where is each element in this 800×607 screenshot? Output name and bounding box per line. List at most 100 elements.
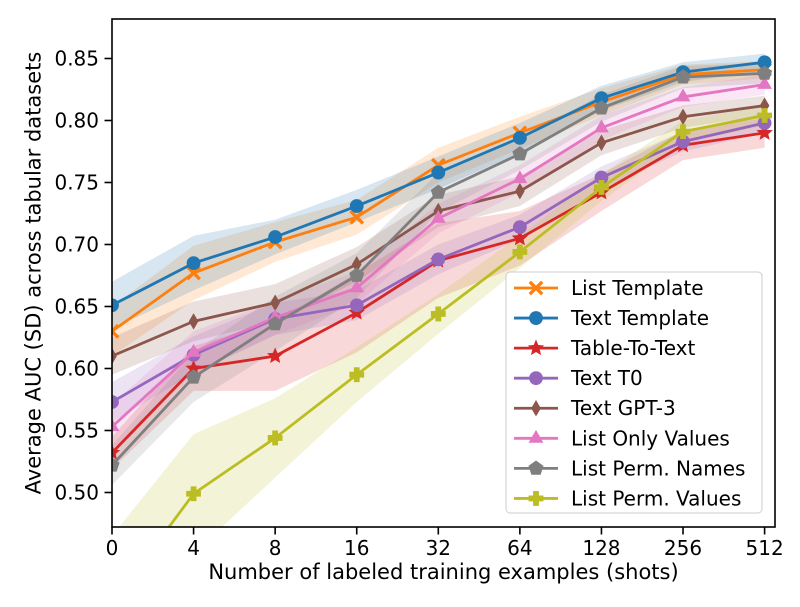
- series-marker-table-to-text: [185, 359, 202, 376]
- x-tick-label: 512: [746, 536, 784, 560]
- series-marker-list-template: [349, 209, 365, 225]
- series-marker-text-gpt-3: [270, 294, 280, 312]
- legend-item-list-perm-values: List Perm. Values: [514, 486, 741, 510]
- sd-band-table-to-text: [112, 118, 765, 469]
- x-tick-label: 16: [344, 536, 369, 560]
- x-tick-label: 256: [664, 536, 702, 560]
- series-marker-list-only-values: [186, 343, 201, 357]
- y-tick-label: 0.65: [54, 294, 99, 318]
- series-marker-list-only-values: [594, 119, 609, 133]
- series-marker-text-t0: [349, 298, 364, 313]
- series-marker-list-perm-values: [349, 367, 365, 383]
- legend-box: [505, 271, 763, 514]
- series-marker-list-perm-names: [675, 69, 691, 84]
- legend: List Template Text Template Table-To-Text T…: [505, 271, 763, 514]
- series-marker-list-perm-names: [512, 146, 528, 161]
- series-marker-list-perm-values: [594, 180, 609, 195]
- legend-item-list-template: List Template: [514, 276, 704, 300]
- series-marker-text-template: [594, 91, 609, 106]
- legend-item-list-perm-names: List Perm. Names: [514, 456, 745, 480]
- x-tick-label: 8: [269, 536, 282, 560]
- y-tick-label: 0.50: [54, 480, 99, 504]
- series-marker-list-only-values: [757, 76, 772, 89]
- series-marker-table-to-text: [266, 347, 284, 364]
- series-marker-list-only-values: [430, 210, 446, 223]
- legend-item-text-t0: Text T0: [514, 366, 643, 390]
- legend-marker-triangle-up-icon: [528, 429, 544, 443]
- plot-frame: [111, 18, 776, 528]
- x-tick-label: 64: [507, 536, 532, 560]
- series-marker-text-t0: [112, 395, 119, 409]
- series-marker-text-template: [349, 199, 364, 213]
- legend-item-text-template: Text Template: [514, 306, 709, 330]
- series-marker-list-perm-names: [112, 457, 120, 472]
- series-marker-text-template: [431, 165, 446, 180]
- series-marker-text-t0: [512, 220, 527, 235]
- series-list-only-values: [112, 76, 772, 432]
- legend-label: List Only Values: [571, 426, 730, 450]
- legend-marker-pentagon-icon: [528, 460, 544, 475]
- series-marker-text-t0: [431, 252, 446, 267]
- series-marker-list-only-values: [675, 88, 691, 102]
- series-marker-list-template: [186, 265, 201, 281]
- series-marker-list-only-values: [512, 170, 528, 184]
- legend-marker-circle-icon: [529, 371, 543, 386]
- x-axis-title: Number of labeled training examples (sho…: [208, 560, 679, 584]
- series-marker-text-template: [186, 256, 201, 270]
- x-tick-label: 128: [582, 536, 620, 560]
- series-marker-list-perm-names: [186, 369, 202, 384]
- legend-item-list-only-values: List Only Values: [514, 426, 730, 450]
- legend-label: Text Template: [570, 306, 709, 330]
- series-marker-list-only-values: [349, 279, 365, 293]
- series-marker-list-template: [112, 323, 120, 339]
- series-marker-text-t0: [594, 170, 609, 185]
- y-tick-label: 0.80: [54, 108, 99, 132]
- legend-item-table-to-text: Table-To-Text: [514, 336, 696, 360]
- y-axis-title: Average AUC (SD) across tabular datasets: [21, 51, 46, 495]
- series-marker-list-perm-values: [430, 306, 446, 322]
- legend-marker-circle-icon: [529, 311, 543, 325]
- series-marker-list-perm-values: [105, 597, 120, 607]
- series-marker-text-gpt-3: [112, 347, 117, 365]
- y-tick-label: 0.75: [54, 170, 99, 194]
- series-marker-text-gpt-3: [351, 256, 362, 273]
- y-tick-label: 0.60: [54, 356, 99, 380]
- legend-marker-star-icon: [527, 339, 545, 356]
- series-list-perm-values: [105, 108, 772, 607]
- legend-label: List Template: [571, 276, 704, 300]
- series-marker-list-perm-names: [349, 267, 365, 282]
- series-text-template: [112, 55, 772, 313]
- series-marker-text-gpt-3: [596, 134, 607, 152]
- sd-band-text-t0: [112, 113, 765, 422]
- series-marker-list-perm-values: [512, 244, 528, 260]
- legend-label: Text T0: [570, 366, 643, 390]
- series-list-perm-names: [112, 65, 773, 472]
- x-tick-label: 32: [426, 536, 451, 560]
- series-marker-list-perm-names: [757, 65, 773, 80]
- x-tick-label: 4: [187, 536, 200, 560]
- series-marker-list-perm-values: [267, 430, 283, 446]
- series-marker-list-perm-values: [675, 124, 691, 140]
- series-marker-list-perm-names: [593, 100, 609, 115]
- series-marker-table-to-text: [511, 229, 529, 246]
- series-marker-list-perm-names: [267, 315, 283, 331]
- legend-label: Text GPT-3: [570, 396, 676, 420]
- y-tick-label: 0.55: [54, 418, 99, 442]
- legend-label: List Perm. Names: [571, 456, 745, 480]
- series-marker-text-template: [112, 298, 119, 313]
- series-marker-text-t0: [676, 134, 690, 149]
- legend-marker-x-icon: [528, 280, 544, 296]
- x-tick-label: 0: [106, 536, 119, 560]
- series-marker-table-to-text: [112, 444, 121, 460]
- legend-label: List Perm. Values: [571, 486, 741, 510]
- series-marker-list-perm-values: [757, 108, 772, 123]
- series-marker-text-template: [268, 230, 283, 244]
- series-marker-list-perm-names: [430, 184, 446, 199]
- legend-label: Table-To-Text: [570, 336, 696, 360]
- series-marker-list-perm-values: [186, 486, 201, 502]
- series-marker-text-template: [757, 55, 772, 70]
- y-tick-label: 0.70: [54, 232, 99, 256]
- series-marker-text-template: [512, 130, 527, 145]
